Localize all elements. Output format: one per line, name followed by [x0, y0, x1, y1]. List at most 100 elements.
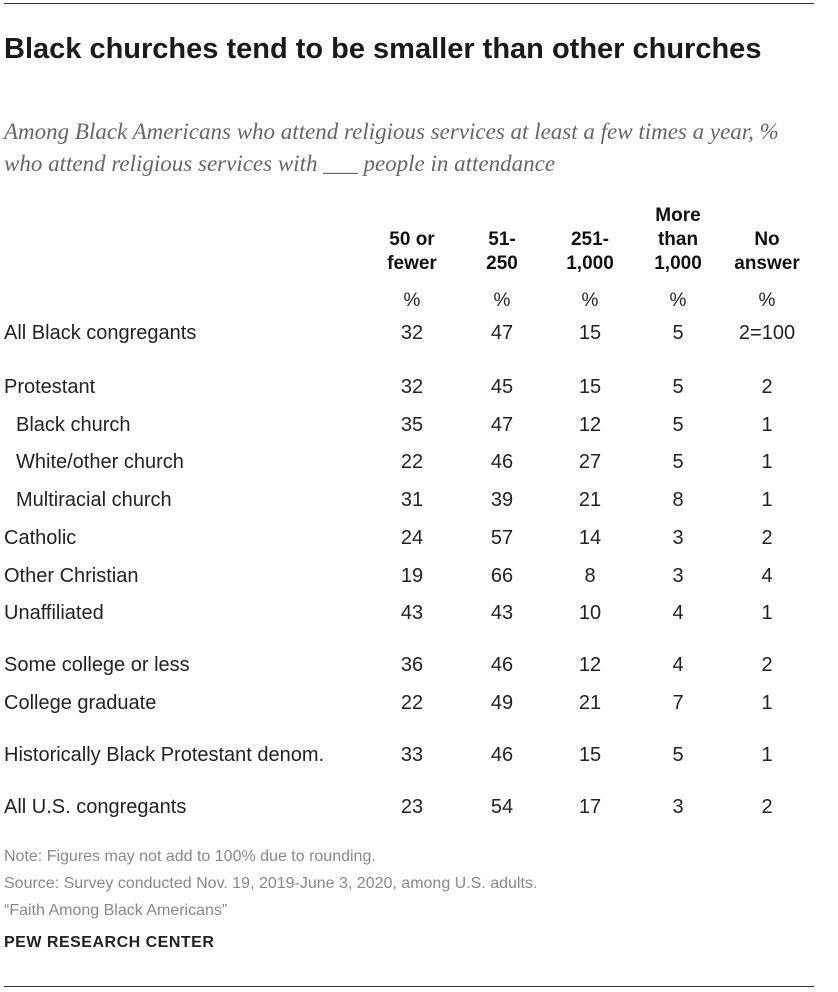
row-label: All U.S. congregants [4, 796, 187, 818]
table-cell-51-250: 54 [490, 796, 514, 818]
column-header-line: than [657, 229, 699, 250]
table-cell-more-than-1000: 4 [672, 654, 684, 676]
table-cell-51-250: 47 [490, 322, 514, 344]
table-cell-251-1000: 21 [578, 692, 602, 714]
table-cell-51-250: 46 [490, 654, 514, 676]
table-cell-no-answer: 1 [761, 489, 773, 511]
table-cell-51-250: 47 [490, 414, 514, 436]
column-header-line: answer [734, 253, 800, 274]
table-cell-50-or-fewer: 19 [400, 565, 424, 587]
row-label: Catholic [4, 527, 77, 549]
chart-subtitle: Among Black Americans who attend religio… [4, 119, 779, 176]
table-row: Historically Black Protestant denom. 33 46… [0, 744, 838, 774]
unit-label: % [581, 290, 599, 311]
table-cell-more-than-1000: 3 [672, 565, 684, 587]
table-cell-more-than-1000: 4 [672, 602, 684, 624]
table-cell-no-answer: 1 [761, 451, 773, 473]
table-cell-251-1000: 21 [578, 489, 602, 511]
table-cell-more-than-1000: 5 [672, 376, 684, 398]
unit-label: % [669, 290, 687, 311]
table-row: Multiracial church 31 39 21 8 1 [0, 489, 838, 519]
table-cell-251-1000: 12 [578, 654, 602, 676]
table-row: Other Christian 19 66 8 3 4 [0, 565, 838, 595]
table-cell-251-1000: 15 [578, 376, 602, 398]
column-header-251-1000: 251- 1,000 [540, 228, 640, 276]
table-row: All Black congregants 32 47 15 5 2=100 [0, 322, 838, 352]
table-row: Some college or less 36 46 12 4 2 [0, 654, 838, 684]
row-label: Unaffiliated [4, 602, 104, 624]
column-header-50-or-fewer: 50 or fewer [362, 228, 462, 276]
table-cell-no-answer: 2 [761, 796, 773, 818]
table-cell-50-or-fewer: 22 [400, 692, 424, 714]
bottom-rule [4, 986, 814, 987]
table-cell-more-than-1000: 5 [672, 451, 684, 473]
row-label: All Black congregants [4, 322, 197, 344]
table-cell-251-1000: 10 [578, 602, 602, 624]
row-label: Black church [16, 414, 131, 436]
column-header-line: No [754, 229, 780, 250]
table-cell-more-than-1000: 7 [672, 692, 684, 714]
row-label: White/other church [16, 451, 184, 473]
row-label: Protestant [4, 376, 96, 398]
table-cell-251-1000: 15 [578, 322, 602, 344]
table-cell-more-than-1000: 3 [672, 527, 684, 549]
table-row: All U.S. congregants 23 54 17 3 2 [0, 796, 838, 826]
table-cell-no-answer: 2=100 [738, 322, 796, 344]
footnote-source: Source: Survey conducted Nov. 19, 2019-J… [4, 875, 538, 892]
column-header-more-than-1000: More than 1,000 [628, 204, 728, 276]
column-header-line: 250 [486, 253, 518, 274]
unit-label: % [758, 290, 776, 311]
table-cell-more-than-1000: 5 [672, 414, 684, 436]
row-label: Some college or less [4, 654, 190, 676]
table-cell-50-or-fewer: 33 [400, 744, 424, 766]
table-cell-51-250: 43 [490, 602, 514, 624]
table-cell-51-250: 49 [490, 692, 514, 714]
table-cell-251-1000: 17 [578, 796, 602, 818]
table-cell-50-or-fewer: 32 [400, 322, 424, 344]
row-label: Other Christian [4, 565, 139, 587]
row-label: Historically Black Protestant denom. [4, 744, 325, 766]
table-cell-51-250: 57 [490, 527, 514, 549]
table-cell-51-250: 45 [490, 376, 514, 398]
column-header-line: 251- [570, 229, 610, 250]
table-row: College graduate 22 49 21 7 1 [0, 692, 838, 722]
table-cell-251-1000: 15 [578, 744, 602, 766]
table-row: Black church 35 47 12 5 1 [0, 414, 838, 444]
table-cell-no-answer: 2 [761, 376, 773, 398]
table-row: White/other church 22 46 27 5 1 [0, 451, 838, 481]
column-header-line: 51- [488, 229, 516, 250]
table-cell-251-1000: 27 [578, 451, 602, 473]
table-cell-51-250: 46 [490, 451, 514, 473]
table-cell-no-answer: 1 [761, 602, 773, 624]
table-cell-51-250: 46 [490, 744, 514, 766]
table-cell-50-or-fewer: 22 [400, 451, 424, 473]
table-cell-more-than-1000: 5 [672, 744, 684, 766]
table-cell-50-or-fewer: 32 [400, 376, 424, 398]
table-cell-50-or-fewer: 36 [400, 654, 424, 676]
table-cell-no-answer: 1 [761, 692, 773, 714]
column-header-line: 50 or [389, 229, 435, 250]
column-header-51-250: 51- 250 [452, 228, 552, 276]
table-cell-50-or-fewer: 35 [400, 414, 424, 436]
table-cell-51-250: 66 [490, 565, 514, 587]
footnote-report: “Faith Among Black Americans” [4, 902, 228, 919]
table-cell-more-than-1000: 5 [672, 322, 684, 344]
table-row: Protestant 32 45 15 5 2 [0, 376, 838, 406]
column-header-no-answer: No answer [717, 228, 817, 276]
unit-label: % [403, 290, 421, 311]
table-cell-no-answer: 4 [761, 565, 773, 587]
footnote-note: Note: Figures may not add to 100% due to… [4, 848, 376, 865]
row-label: College graduate [4, 692, 157, 714]
table-cell-more-than-1000: 3 [672, 796, 684, 818]
row-label: Multiracial church [16, 489, 172, 511]
table-cell-50-or-fewer: 31 [400, 489, 424, 511]
table-cell-51-250: 39 [490, 489, 514, 511]
table-cell-50-or-fewer: 23 [400, 796, 424, 818]
table-cell-251-1000: 14 [578, 527, 602, 549]
chart-title: Black churches tend to be smaller than o… [4, 33, 762, 65]
table-cell-no-answer: 1 [761, 414, 773, 436]
table-row: Unaffiliated 43 43 10 4 1 [0, 602, 838, 632]
table-row: Catholic 24 57 14 3 2 [0, 527, 838, 557]
table-cell-no-answer: 2 [761, 527, 773, 549]
table-cell-251-1000: 8 [584, 565, 596, 587]
